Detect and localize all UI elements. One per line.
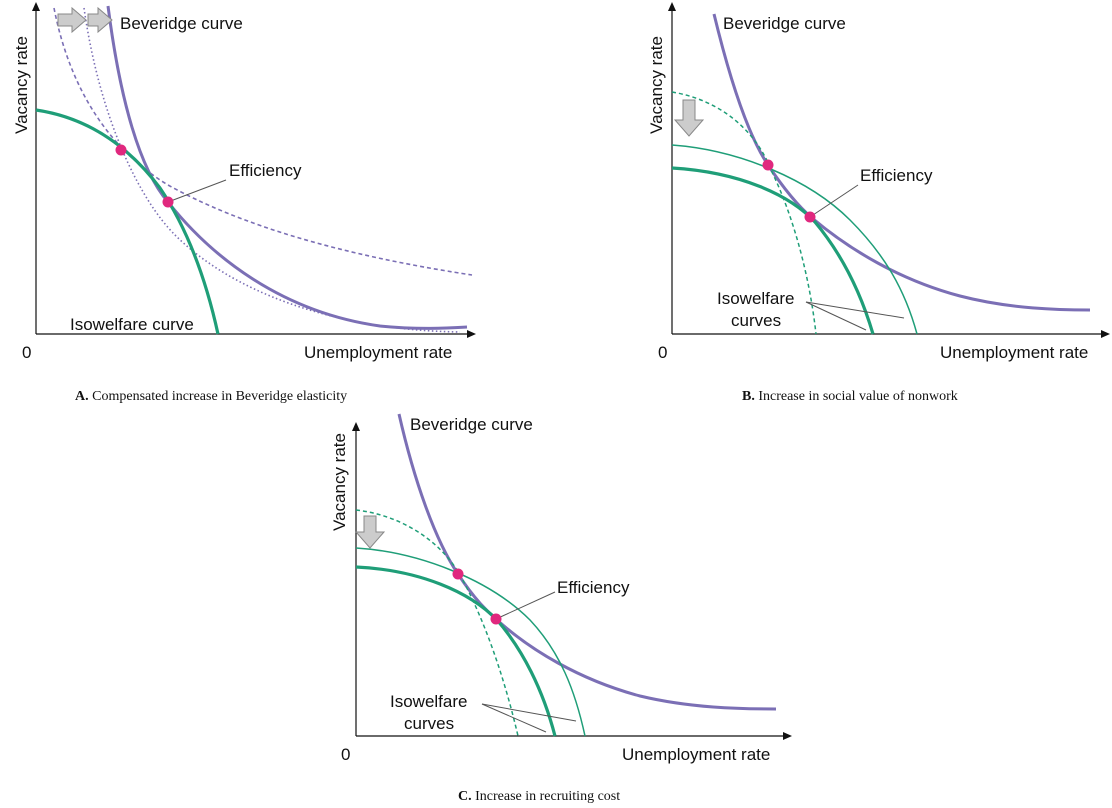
panel-b-isowelfare-leader-2 bbox=[805, 301, 867, 331]
panel-c-efficiency-point bbox=[490, 613, 502, 625]
panel-a-efficiency-label: Efficiency bbox=[229, 161, 302, 180]
panel-b-y-label: Vacancy rate bbox=[647, 36, 666, 134]
panel-b-tangency-point bbox=[762, 159, 774, 171]
panel-b-isowelfare-leader-1 bbox=[805, 301, 905, 319]
panel-b-caption: B. Increase in social value of nonwork bbox=[742, 389, 958, 404]
panel-b-isowelfare-curve-thin bbox=[671, 144, 918, 335]
panel-a-beveridge-label: Beveridge curve bbox=[120, 14, 243, 33]
panel-c-x-label: Unemployment rate bbox=[622, 745, 770, 764]
panel-c-caption: C. Increase in recruiting cost bbox=[458, 789, 620, 804]
panel-a-efficiency-leader bbox=[167, 179, 227, 203]
panel-c-isowelfare-label-1: Isowelfare bbox=[390, 692, 467, 711]
panel-c: Beveridge curve Efficiency Isowelfare cu… bbox=[330, 413, 792, 804]
panel-b-efficiency-point bbox=[804, 211, 816, 223]
panel-c-isowelfare-curve-thin bbox=[355, 547, 586, 737]
panel-c-beveridge-curve bbox=[397, 413, 777, 711]
panel-a-tangency-point bbox=[115, 144, 127, 156]
panel-c-y-label: Vacancy rate bbox=[330, 433, 349, 531]
panel-b-beveridge-label: Beveridge curve bbox=[723, 14, 846, 33]
panel-a: Beveridge curve Efficiency Isowelfare cu… bbox=[12, 2, 476, 404]
panel-a-shift-arrow-1 bbox=[57, 6, 87, 34]
panel-c-isowelfare-leader-2 bbox=[481, 703, 547, 733]
panel-b-x-label: Unemployment rate bbox=[940, 343, 1088, 362]
panel-b-y-axis-arrow bbox=[668, 2, 676, 11]
panel-b-isowelfare-curve bbox=[671, 166, 875, 335]
panel-c-efficiency-label: Efficiency bbox=[557, 578, 630, 597]
panel-a-x-axis-arrow bbox=[467, 330, 476, 338]
panel-b-beveridge-curve bbox=[712, 13, 1091, 312]
panel-b-isowelfare-curve-dashed bbox=[671, 91, 817, 335]
panel-c-origin: 0 bbox=[341, 745, 350, 764]
panel-c-beveridge-label: Beveridge curve bbox=[410, 415, 533, 434]
panel-b-shift-arrow bbox=[673, 99, 705, 137]
panel-a-efficiency-point bbox=[162, 196, 174, 208]
panel-c-shift-arrow bbox=[354, 515, 386, 549]
panel-a-caption: A. Compensated increase in Beveridge ela… bbox=[75, 389, 347, 404]
panel-c-tangency-point bbox=[452, 568, 464, 580]
panel-a-shift-arrow-2 bbox=[87, 6, 113, 34]
panel-b-isowelfare-label-1: Isowelfare bbox=[717, 289, 794, 308]
panel-a-beveridge-curve-dashed bbox=[53, 7, 473, 276]
panel-c-isowelfare-label-2: curves bbox=[404, 714, 454, 733]
panel-b-x-axis-arrow bbox=[1101, 330, 1110, 338]
panel-a-origin: 0 bbox=[22, 343, 31, 362]
panel-c-efficiency-leader bbox=[495, 591, 556, 620]
panel-a-x-label: Unemployment rate bbox=[304, 343, 452, 362]
panel-a-isowelfare-label: Isowelfare curve bbox=[70, 315, 194, 334]
panel-a-isowelfare-curve bbox=[35, 108, 220, 335]
panel-b-efficiency-leader bbox=[809, 184, 859, 218]
panel-a-beveridge-curve bbox=[106, 5, 468, 330]
panel-b-origin: 0 bbox=[658, 343, 667, 362]
panel-b-efficiency-label: Efficiency bbox=[860, 166, 933, 185]
panel-c-y-axis-arrow bbox=[352, 422, 360, 431]
panel-b: Beveridge curve Efficiency Isowelfare cu… bbox=[647, 2, 1110, 404]
panel-b-isowelfare-label-2: curves bbox=[731, 311, 781, 330]
panel-a-y-axis-arrow bbox=[32, 2, 40, 11]
panel-c-x-axis-arrow bbox=[783, 732, 792, 740]
panel-a-y-label: Vacancy rate bbox=[12, 36, 31, 134]
panel-c-isowelfare-leader-1 bbox=[481, 703, 577, 722]
